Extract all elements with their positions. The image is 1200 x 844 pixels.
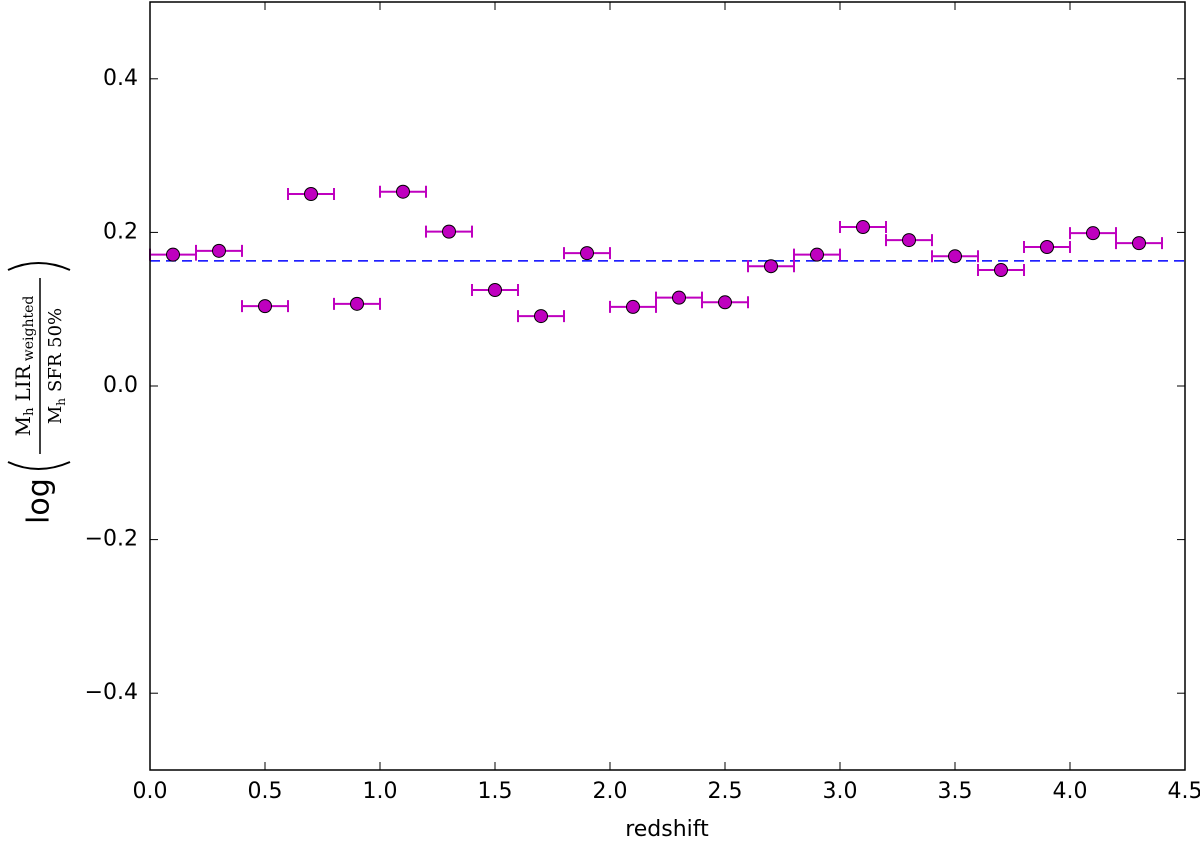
point	[534, 309, 548, 324]
point	[718, 295, 732, 310]
t: h	[54, 398, 68, 406]
y-label-numerator: Mh LIR weighted	[11, 296, 38, 437]
point	[1132, 236, 1146, 251]
x-tick-label: 2.5	[708, 779, 743, 804]
x-tick-label: 3.0	[823, 779, 858, 804]
y-label-func: log	[22, 478, 57, 524]
y-tick-label: 0.4	[103, 66, 138, 91]
point	[810, 247, 824, 262]
point	[396, 184, 410, 199]
t: h	[22, 407, 37, 416]
x-tick-label: 0.5	[248, 779, 283, 804]
y-label-denominator: Mh SFR 50%	[45, 308, 68, 424]
y-tick-label: 0.0	[103, 373, 138, 398]
point	[442, 224, 456, 239]
point	[258, 299, 272, 314]
y-tick-label: −0.2	[85, 527, 138, 552]
point	[166, 247, 180, 262]
x-tick-label: 4.0	[1053, 779, 1088, 804]
point	[764, 259, 778, 274]
x-tick-label: 0.0	[133, 779, 168, 804]
point	[856, 220, 870, 235]
t: SFR 50%	[45, 308, 66, 392]
paren	[7, 461, 71, 470]
t: LIR	[11, 364, 35, 401]
x-axis-label: redshift	[625, 817, 709, 842]
t: weighted	[21, 296, 37, 362]
y-tick-label: −0.4	[85, 680, 138, 705]
point	[626, 299, 640, 314]
x-tick-label: 4.5	[1168, 779, 1200, 804]
x-tick-label: 2.0	[593, 779, 628, 804]
t: M	[11, 416, 35, 436]
point	[672, 290, 686, 305]
point	[212, 243, 226, 258]
point	[902, 233, 916, 248]
point	[1086, 226, 1100, 241]
x-tick-label: 3.5	[938, 779, 973, 804]
paren	[7, 262, 71, 271]
point	[948, 249, 962, 264]
point	[1040, 239, 1054, 254]
point	[994, 263, 1008, 278]
point	[350, 296, 364, 311]
y-axis-label: log Mh LIR weighted Mh SFR 50%	[7, 262, 71, 524]
point	[580, 246, 594, 261]
point	[488, 283, 502, 297]
point	[304, 187, 318, 201]
x-tick-label: 1.0	[363, 779, 398, 804]
plot-frame	[149, 1, 1186, 771]
x-tick-label: 1.5	[478, 779, 513, 804]
t: M	[45, 406, 66, 424]
y-tick-label: 0.2	[103, 219, 138, 244]
